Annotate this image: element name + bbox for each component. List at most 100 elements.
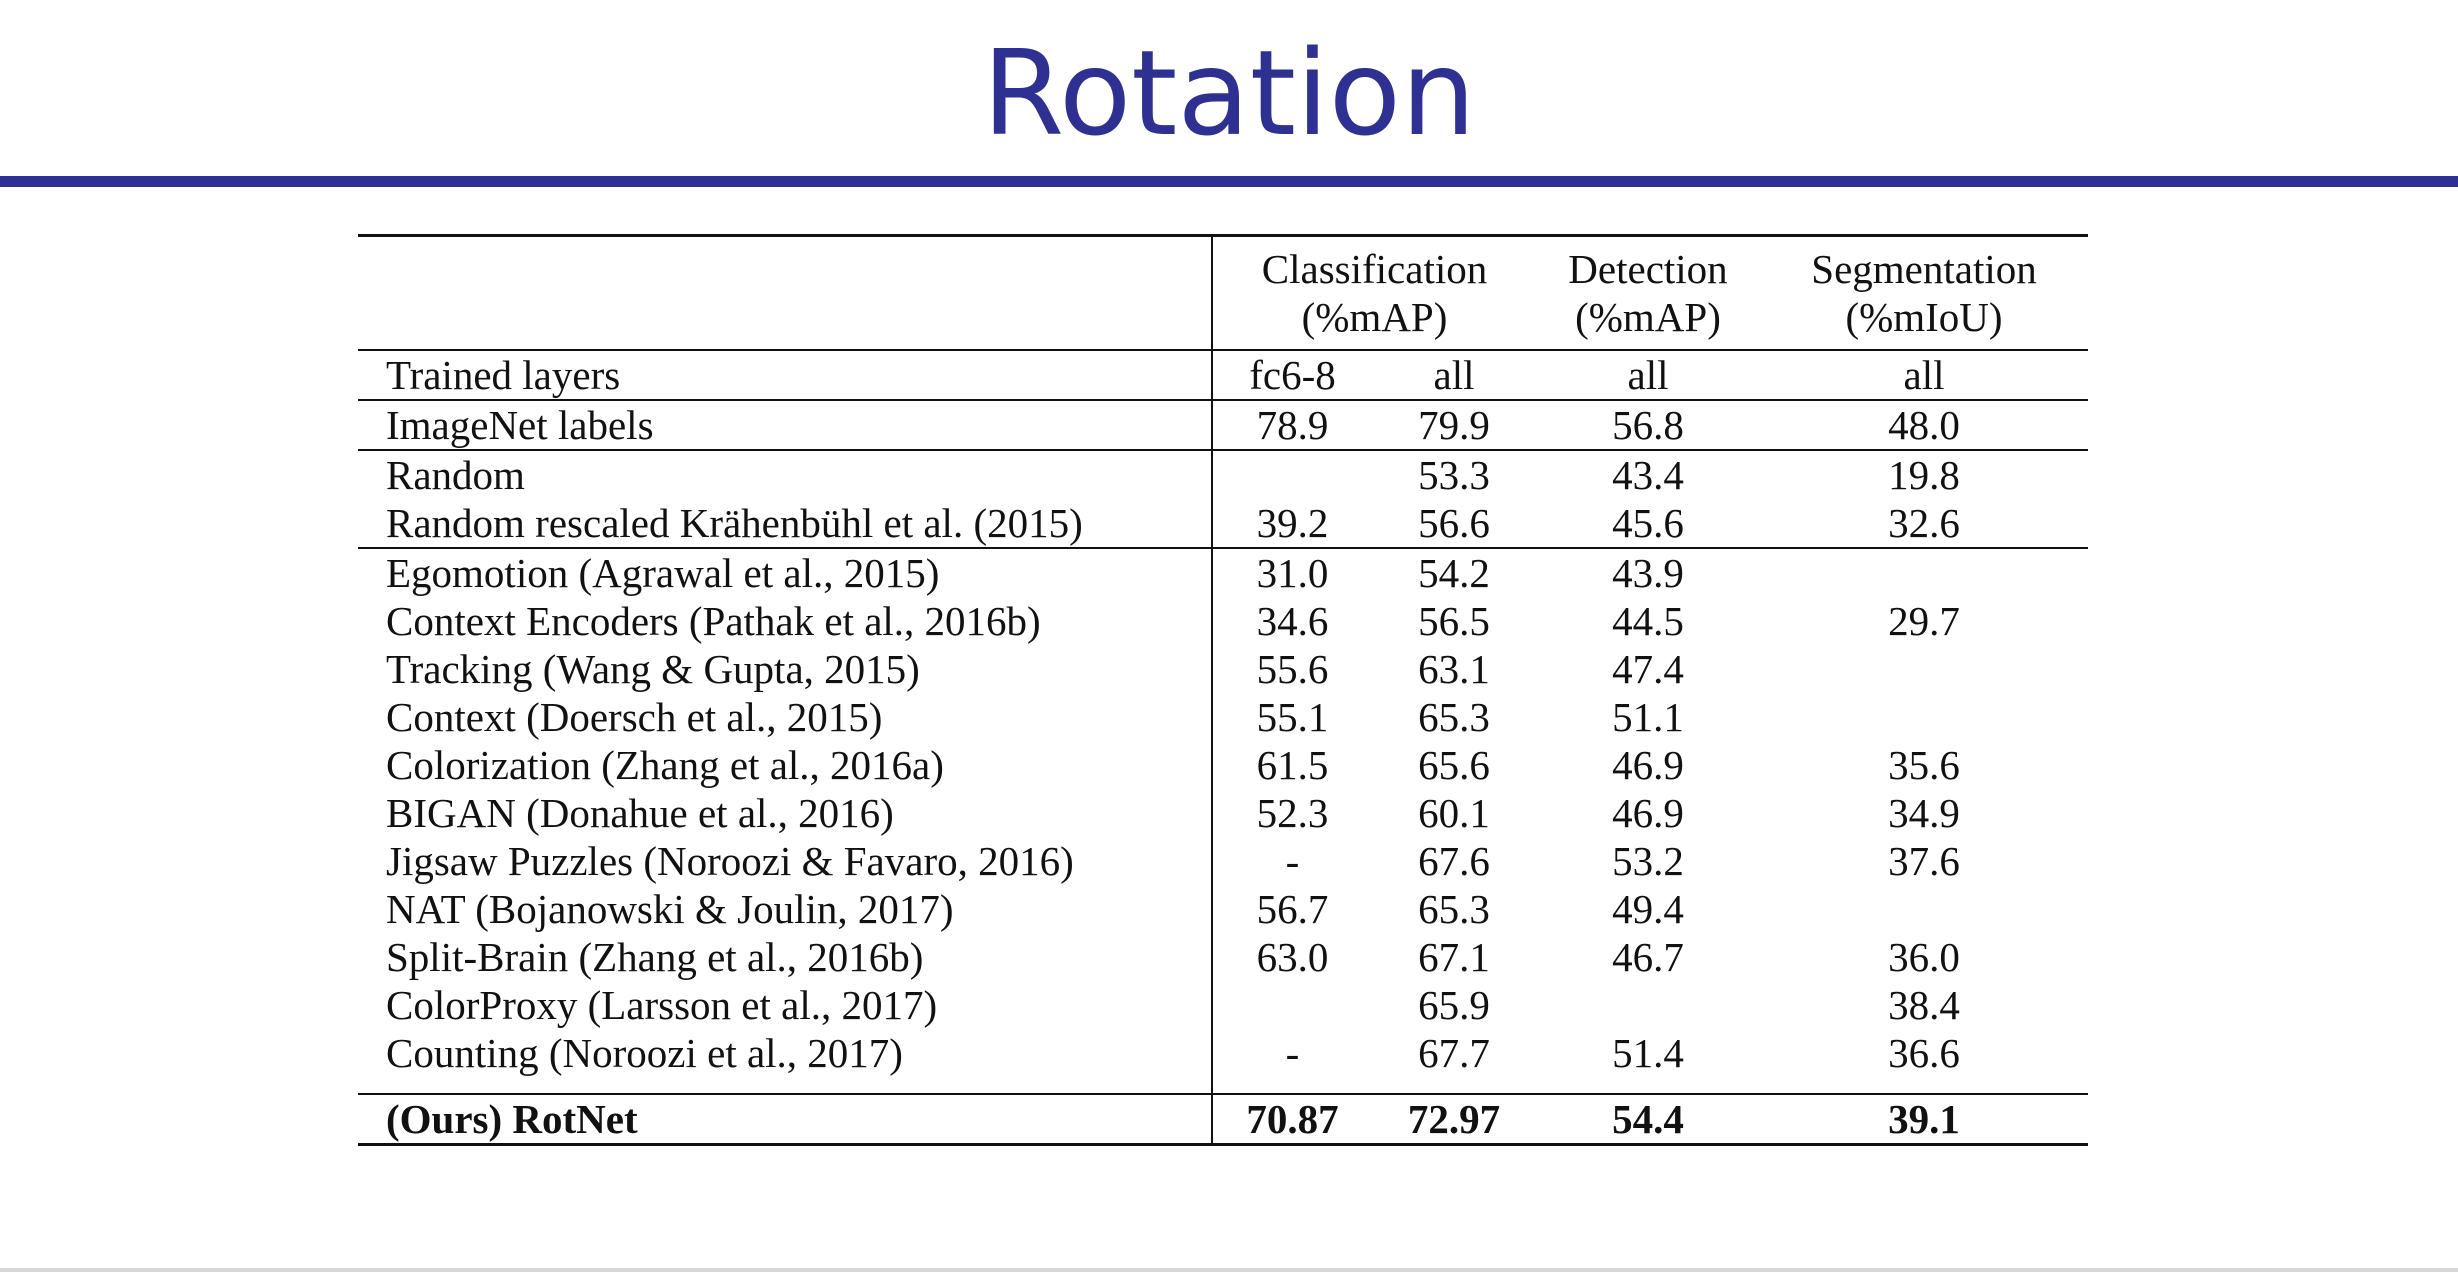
value-det-all: 46.9: [1612, 790, 1684, 836]
value-cls-all: 60.1: [1418, 790, 1490, 836]
table-row: Split-Brain (Zhang et al., 2016b) 63.0 67.…: [358, 933, 2088, 981]
value-cls-all: 67.6: [1418, 838, 1490, 884]
value-det-all: 49.4: [1612, 886, 1684, 932]
table-row: Context Encoders (Pathak et al., 2016b) 3…: [358, 597, 2088, 645]
table-row: ColorProxy (Larsson et al., 2017) 65.9 38.…: [358, 981, 2088, 1029]
value-cls-fc: 55.6: [1211, 645, 1372, 693]
table-row-ours: (Ours) RotNet 70.87 72.97 54.4 39.1: [358, 1093, 2088, 1146]
value-cls-all: 65.3: [1418, 694, 1490, 740]
value-cls-fc: 34.6: [1211, 597, 1372, 645]
value-cls-all: 56.6: [1418, 500, 1490, 546]
trained-layers-all-seg: all: [1760, 349, 2088, 400]
method-name: Context (Doersch et al., 2015): [386, 694, 883, 740]
table-row: BIGAN (Donahue et al., 2016) 52.3 60.1 46.9…: [358, 789, 2088, 837]
value-seg-all: 36.0: [1888, 934, 1960, 980]
value-seg-all: [1760, 645, 2088, 693]
value-seg-all: 19.8: [1760, 449, 2088, 499]
method-name: Context Encoders (Pathak et al., 2016b): [386, 598, 1041, 644]
trained-layers-label: Trained layers: [358, 349, 1212, 400]
value-cls-fc: 39.2: [1211, 499, 1372, 548]
group-spacer: [358, 1077, 2088, 1094]
method-name: (Ours) RotNet: [358, 1093, 1212, 1146]
table-row: Random 53.3 43.4 19.8: [358, 449, 2088, 499]
value-cls-fc: 61.5: [1211, 741, 1372, 789]
trained-layers-fc: fc6-8: [1211, 349, 1372, 400]
value-cls-fc: 78.9: [1211, 399, 1372, 450]
value-det-all: [1536, 981, 1760, 1029]
table-row: NAT (Bojanowski & Joulin, 2017) 56.7 65.3 4…: [358, 885, 2088, 933]
spacer-cell: [1536, 1077, 1760, 1094]
table-row: ImageNet labels 78.9 79.9 56.8 48.0: [358, 399, 2088, 450]
value-cls-all: 72.97: [1372, 1093, 1536, 1146]
value-det-all: 43.4: [1536, 449, 1760, 499]
method-name: NAT (Bojanowski & Joulin, 2017): [386, 886, 954, 932]
method-name: Counting (Noroozi et al., 2017): [386, 1030, 903, 1076]
header-empty-cell: [358, 234, 1212, 350]
value-cls-fc: 63.0: [1211, 933, 1372, 981]
method-name: Random: [358, 449, 1212, 499]
value-cls-fc: -: [1211, 837, 1372, 885]
header-classification-unit: (%mAP): [1301, 294, 1448, 340]
slide-title: Rotation: [982, 24, 1476, 162]
value-seg-all: 34.9: [1888, 790, 1960, 836]
value-det-all: 44.5: [1612, 598, 1684, 644]
method-name: ColorProxy (Larsson et al., 2017): [386, 982, 938, 1028]
method-name: BIGAN (Donahue et al., 2016): [386, 790, 894, 836]
slide-bottom-edge: [0, 1268, 2458, 1272]
value-cls-all: 56.5: [1418, 598, 1490, 644]
value-cls-fc: 31.0: [1211, 547, 1372, 597]
value-seg-all: 32.6: [1888, 500, 1960, 546]
results-table: Classification (%mAP) Detection (%mAP) S…: [358, 234, 2088, 1146]
trained-layers-all-cls: all: [1372, 349, 1536, 400]
value-cls-all: 79.9: [1372, 399, 1536, 450]
header-segmentation: Segmentation (%mIoU): [1760, 234, 2088, 350]
value-cls-fc: [1211, 981, 1372, 1029]
header-segmentation-unit: (%mIoU): [1845, 294, 2003, 340]
value-det-all: 47.4: [1612, 646, 1684, 692]
table-header-row: Classification (%mAP) Detection (%mAP) S…: [358, 234, 2088, 350]
value-cls-fc: 55.1: [1211, 693, 1372, 741]
table-row: Context (Doersch et al., 2015) 55.1 65.3 51…: [358, 693, 2088, 741]
table-row: Egomotion (Agrawal et al., 2015) 31.0 54.2…: [358, 547, 2088, 597]
table-row: Random rescaled Krähenbühl et al. (2015)…: [358, 499, 2088, 548]
table-row: Counting (Noroozi et al., 2017) -67.7 51.4…: [358, 1029, 2088, 1077]
value-cls-fc: 56.7: [1211, 885, 1372, 933]
method-name: ImageNet labels: [358, 399, 1212, 450]
method-name: Jigsaw Puzzles (Noroozi & Favaro, 2016): [386, 838, 1074, 884]
value-seg-all: [1760, 885, 2088, 933]
header-classification-title: Classification: [1261, 246, 1488, 292]
value-seg-all: 36.6: [1888, 1030, 1960, 1076]
value-det-all: 45.6: [1612, 500, 1684, 546]
value-cls-all: 53.3: [1372, 449, 1536, 499]
value-seg-all: 39.1: [1760, 1093, 2088, 1146]
spacer-cell: [1372, 1077, 1536, 1094]
header-segmentation-title: Segmentation: [1811, 246, 2037, 292]
value-det-all: 46.7: [1612, 934, 1684, 980]
title-underline: [0, 176, 2458, 187]
value-det-all: 53.2: [1612, 838, 1684, 884]
value-cls-all: 54.2: [1372, 547, 1536, 597]
method-name: Egomotion (Agrawal et al., 2015): [358, 547, 1212, 597]
header-detection: Detection (%mAP): [1536, 234, 1760, 350]
value-det-all: 54.4: [1536, 1093, 1760, 1146]
value-cls-fc: 52.3: [1211, 789, 1372, 837]
spacer-cell: [1211, 1077, 1372, 1094]
value-cls-all: 67.7: [1418, 1030, 1490, 1076]
value-seg-all: 38.4: [1888, 982, 1960, 1028]
trained-layers-row: Trained layers fc6-8 all all all: [358, 349, 2088, 400]
header-detection-title: Detection: [1568, 246, 1728, 292]
table-row: Colorization (Zhang et al., 2016a) 61.5 65…: [358, 741, 2088, 789]
value-cls-all: 67.1: [1418, 934, 1490, 980]
value-seg-all: [1760, 693, 2088, 741]
value-cls-all: 65.3: [1418, 886, 1490, 932]
table-row: Tracking (Wang & Gupta, 2015) 55.6 63.1 47.…: [358, 645, 2088, 693]
value-det-all: 56.8: [1536, 399, 1760, 450]
spacer-cell: [358, 1077, 1212, 1094]
value-det-all: 51.4: [1612, 1030, 1684, 1076]
method-name: Colorization (Zhang et al., 2016a): [386, 742, 944, 788]
trained-layers-all-det: all: [1536, 349, 1760, 400]
value-cls-fc: [1211, 449, 1372, 499]
value-det-all: 46.9: [1612, 742, 1684, 788]
method-name: Tracking (Wang & Gupta, 2015): [386, 646, 920, 692]
value-seg-all: 35.6: [1888, 742, 1960, 788]
